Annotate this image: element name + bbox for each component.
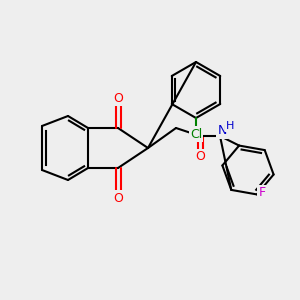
- Text: H: H: [226, 121, 234, 131]
- Text: N: N: [217, 124, 227, 137]
- Text: O: O: [113, 191, 123, 205]
- Text: F: F: [258, 186, 266, 199]
- Text: O: O: [113, 92, 123, 104]
- Text: Cl: Cl: [190, 128, 202, 140]
- Text: O: O: [195, 151, 205, 164]
